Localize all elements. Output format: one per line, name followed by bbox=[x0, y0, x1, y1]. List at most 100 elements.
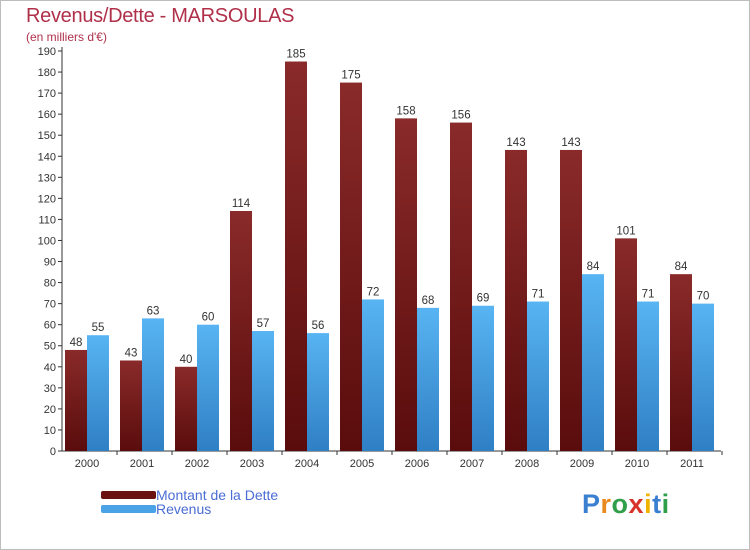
legend-item-debt: Montant de la Dette bbox=[101, 487, 279, 503]
legend-label-debt: Montant de la Dette bbox=[156, 487, 279, 503]
label-revenue-2006: 68 bbox=[422, 295, 435, 307]
logo-letter: r bbox=[600, 489, 612, 519]
legend-item-revenue: Revenus bbox=[101, 501, 212, 517]
bar-debt-2011 bbox=[670, 274, 692, 451]
chart-subtitle: (en milliers d'€) bbox=[26, 30, 107, 44]
label-revenue-2004: 56 bbox=[312, 320, 325, 332]
bar-debt-2009 bbox=[560, 149, 582, 451]
x-tick-label: 2003 bbox=[240, 458, 264, 470]
label-debt-2009: 143 bbox=[561, 137, 580, 149]
y-tick-label: 170 bbox=[38, 88, 56, 100]
bar-revenue-2006 bbox=[417, 307, 439, 451]
y-tick-label: 140 bbox=[38, 151, 56, 163]
label-revenue-2001: 63 bbox=[147, 305, 160, 317]
label-debt-2003: 114 bbox=[232, 198, 251, 210]
y-tick-label: 30 bbox=[44, 383, 56, 395]
y-tick-label: 190 bbox=[38, 46, 56, 58]
x-tick-label: 2006 bbox=[405, 458, 429, 470]
y-tick-label: 180 bbox=[38, 67, 56, 79]
label-revenue-2003: 57 bbox=[257, 318, 270, 330]
logo-letter: i bbox=[644, 489, 653, 519]
label-revenue-2005: 72 bbox=[367, 286, 380, 298]
bar-debt-2003 bbox=[230, 211, 252, 451]
y-tick-label: 110 bbox=[38, 214, 56, 226]
x-tick-label: 2010 bbox=[625, 458, 649, 470]
x-tick-label: 2000 bbox=[75, 458, 99, 470]
label-debt-2006: 158 bbox=[396, 105, 415, 117]
y-tick-label: 50 bbox=[44, 341, 56, 353]
logo-letter: i bbox=[661, 489, 670, 519]
bar-revenue-2008 bbox=[527, 301, 549, 451]
bar-debt-2004 bbox=[285, 61, 307, 452]
bar-debt-2006 bbox=[395, 118, 417, 452]
y-tick-label: 160 bbox=[38, 109, 56, 121]
y-tick-label: 150 bbox=[38, 130, 56, 142]
label-debt-2001: 43 bbox=[125, 347, 138, 359]
label-revenue-2007: 69 bbox=[477, 293, 490, 305]
label-revenue-2009: 84 bbox=[587, 261, 600, 273]
x-tick-label: 2004 bbox=[295, 458, 319, 470]
legend-swatch-debt bbox=[101, 491, 156, 499]
bar-revenue-2000 bbox=[87, 335, 109, 451]
bar-revenue-2004 bbox=[307, 333, 329, 451]
legend-label-revenue: Revenus bbox=[156, 501, 212, 517]
bar-debt-2010 bbox=[615, 238, 637, 451]
label-debt-2010: 101 bbox=[616, 225, 635, 237]
label-revenue-2008: 71 bbox=[532, 289, 545, 301]
x-tick-label: 2011 bbox=[680, 458, 704, 470]
x-tick-label: 2007 bbox=[460, 458, 484, 470]
bar-revenue-2011 bbox=[692, 303, 714, 451]
label-debt-2007: 156 bbox=[451, 110, 470, 122]
logo-letter: x bbox=[628, 489, 645, 519]
y-tick-label: 60 bbox=[44, 320, 56, 332]
x-tick-label: 2008 bbox=[515, 458, 539, 470]
bar-debt-2002 bbox=[175, 366, 197, 451]
label-revenue-2002: 60 bbox=[202, 312, 215, 324]
bar-revenue-2009 bbox=[582, 274, 604, 451]
bar-revenue-2010 bbox=[637, 301, 659, 451]
bar-debt-2007 bbox=[450, 122, 472, 451]
proxiti-logo: Proxiti bbox=[582, 489, 670, 520]
label-debt-2011: 84 bbox=[675, 261, 688, 273]
label-debt-2000: 48 bbox=[70, 337, 83, 349]
y-tick-label: 70 bbox=[44, 299, 56, 311]
bar-revenue-2003 bbox=[252, 331, 274, 451]
x-tick-label: 2001 bbox=[130, 458, 154, 470]
label-debt-2008: 143 bbox=[506, 137, 525, 149]
bar-debt-2008 bbox=[505, 149, 527, 451]
y-tick-label: 40 bbox=[44, 362, 56, 374]
bar-debt-2005 bbox=[340, 82, 362, 451]
chart-title: Revenus/Dette - MARSOULAS bbox=[26, 5, 295, 27]
label-debt-2002: 40 bbox=[180, 354, 193, 366]
logo-letter: t bbox=[652, 489, 662, 519]
label-revenue-2011: 70 bbox=[697, 291, 710, 303]
y-tick-label: 130 bbox=[38, 172, 56, 184]
bar-debt-2000 bbox=[65, 349, 87, 451]
y-tick-label: 10 bbox=[44, 425, 56, 437]
y-tick-label: 0 bbox=[50, 446, 56, 458]
y-tick-label: 120 bbox=[38, 193, 56, 205]
axes: 0 10 20 30 40 50 60 70 80 90 100 110 120 130 140 150 160… bbox=[38, 46, 723, 470]
label-revenue-2010: 71 bbox=[642, 289, 655, 301]
x-tick-label: 2009 bbox=[570, 458, 594, 470]
x-tick-label: 2005 bbox=[350, 458, 374, 470]
label-revenue-2000: 55 bbox=[92, 322, 105, 334]
y-tick-label: 90 bbox=[44, 257, 56, 269]
legend-swatch-revenue bbox=[101, 505, 156, 513]
bar-revenue-2005 bbox=[362, 299, 384, 451]
y-tick-label: 80 bbox=[44, 278, 56, 290]
label-debt-2004: 185 bbox=[286, 49, 305, 61]
logo-letter: o bbox=[611, 489, 629, 519]
label-debt-2005: 175 bbox=[341, 70, 360, 82]
bar-revenue-2002 bbox=[197, 324, 219, 451]
bar-revenue-2007 bbox=[472, 305, 494, 451]
bar-debt-2001 bbox=[120, 360, 142, 451]
logo-letter: P bbox=[582, 489, 601, 519]
x-tick-label: 2002 bbox=[185, 458, 209, 470]
y-tick-label: 20 bbox=[44, 404, 56, 416]
data-labels: 48 55 43 63 40 60 114 57 185 56 175 72 158 68 156 69 143… bbox=[70, 49, 710, 366]
bar-revenue-2001 bbox=[142, 318, 164, 451]
y-tick-label: 100 bbox=[38, 235, 56, 247]
